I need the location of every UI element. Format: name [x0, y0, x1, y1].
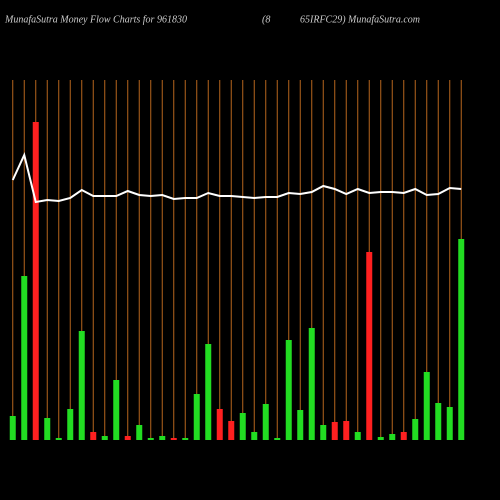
- bar: [147, 438, 154, 440]
- bar: [159, 436, 166, 440]
- bar: [205, 344, 212, 440]
- bar: [331, 422, 338, 440]
- bar: [320, 425, 327, 440]
- bar: [285, 340, 292, 440]
- bar: [55, 438, 62, 440]
- bar: [170, 438, 177, 440]
- bar: [354, 432, 361, 440]
- bar: [308, 328, 315, 440]
- chart-title: MunafaSutra Money Flow Charts for 961830: [4, 14, 187, 25]
- bar: [297, 410, 304, 440]
- bar: [262, 404, 269, 440]
- line: [11, 151, 462, 204]
- bar: [193, 394, 200, 440]
- bar: [216, 409, 223, 440]
- bar: [78, 331, 85, 440]
- bar: [113, 380, 120, 440]
- bar: [67, 409, 74, 440]
- bar: [423, 372, 430, 440]
- bar: [400, 432, 407, 440]
- bar: [228, 421, 235, 440]
- bar: [343, 421, 350, 440]
- bar: [182, 438, 189, 440]
- bar: [239, 413, 246, 440]
- bar: [435, 403, 442, 440]
- bar: [136, 425, 143, 440]
- bar: [412, 419, 419, 440]
- bar: [274, 438, 281, 440]
- bar: [44, 418, 51, 440]
- bar: [251, 432, 258, 440]
- bar: [9, 416, 16, 440]
- bar: [377, 437, 384, 440]
- bar: [124, 436, 131, 440]
- bar: [366, 252, 373, 440]
- bar: [101, 436, 108, 440]
- bar: [458, 239, 465, 440]
- chart-source: 65IRFC29) MunafaSutra.com: [300, 14, 420, 25]
- bar: [446, 407, 453, 440]
- bar: [389, 434, 396, 440]
- bar: [21, 276, 28, 440]
- bar: [32, 122, 39, 440]
- bar: [90, 432, 97, 440]
- chart-subtitle: (8: [262, 14, 270, 25]
